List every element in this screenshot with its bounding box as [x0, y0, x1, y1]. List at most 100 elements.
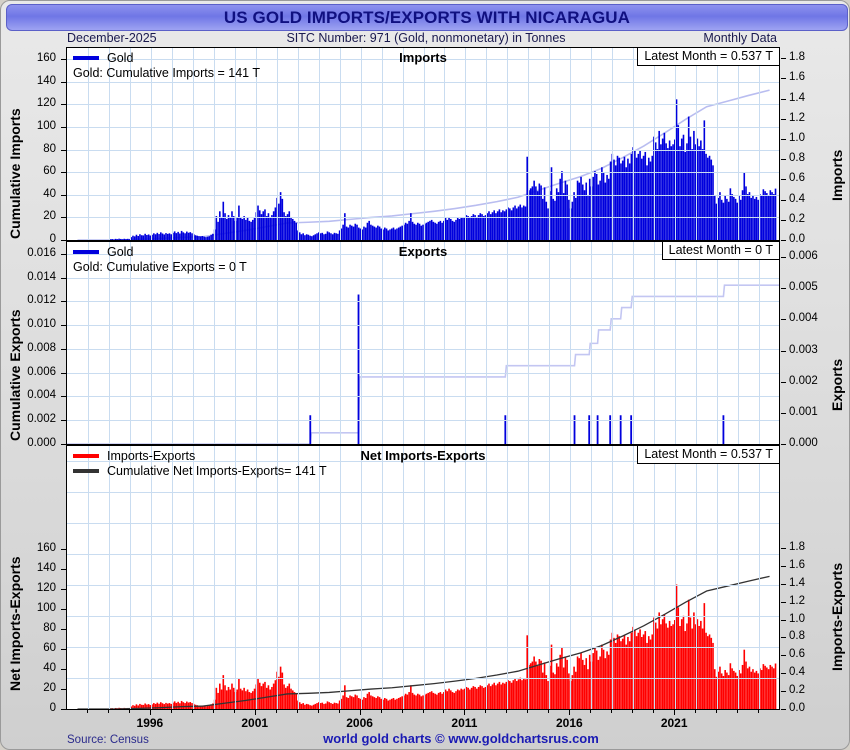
x-tick-mark	[611, 710, 612, 713]
y-tick-mark-right	[781, 655, 786, 657]
y-tick-label-left: 0.010	[27, 318, 56, 331]
x-tick-mark	[150, 710, 151, 715]
net-legend-label-bars: Imports-Exports	[107, 448, 196, 463]
x-tick-mark	[339, 710, 340, 713]
y-tick-mark-left	[61, 217, 66, 219]
x-tick-mark	[548, 710, 549, 713]
y-tick-mark-left	[61, 589, 66, 591]
y-tick-label-left: 0.012	[27, 294, 56, 307]
y-tick-label-left: 0.006	[27, 365, 56, 378]
y-tick-mark-right	[781, 257, 786, 259]
x-tick-label: 2011	[451, 716, 478, 730]
y-tick-label-right: 0.2	[789, 212, 805, 225]
y-tick-label-right: 0.005	[789, 281, 818, 294]
y-tick-mark-left	[61, 709, 66, 710]
y-tick-label-right: 0.001	[789, 405, 818, 418]
exports-cumulative-note: Gold: Cumulative Exports = 0 T	[73, 260, 247, 274]
y-tick-label-right: 0.4	[789, 192, 805, 205]
y-tick-label-left: 20	[43, 210, 56, 223]
imports-legend-swatch	[73, 55, 99, 60]
x-tick-mark	[632, 710, 633, 713]
x-tick-mark	[276, 710, 277, 713]
y-tick-mark-right	[781, 601, 786, 603]
y-tick-label-left: 20	[43, 682, 56, 694]
y-tick-label-left: 40	[43, 662, 56, 675]
page-title: US GOLD IMPORTS/EXPORTS WITH NICARAGUA	[223, 7, 631, 27]
y-tick-mark-left	[61, 549, 66, 551]
y-tick-label-left: 0.016	[27, 246, 56, 259]
x-tick-label: 1996	[136, 716, 164, 730]
y-tick-label-right: 1.4	[789, 91, 805, 104]
y-tick-label-left: 0.000	[27, 437, 56, 449]
x-tick-mark	[758, 710, 759, 713]
x-tick-mark	[527, 710, 528, 713]
exports-left-axis-title: Cumulative Exports	[7, 309, 23, 441]
y-tick-label-left: 60	[43, 165, 56, 178]
y-tick-mark-left	[61, 372, 66, 374]
net-plot	[77, 575, 777, 709]
y-tick-mark-left	[61, 689, 66, 690]
net-left-axis-title: Net Imports-Exports	[7, 556, 23, 691]
y-tick-mark-left	[61, 348, 66, 350]
exports-legend-swatch	[73, 249, 99, 254]
y-tick-label-right: 0.000	[789, 437, 818, 449]
y-tick-label-left: 160	[36, 542, 56, 555]
y-tick-label-right: 1.0	[789, 131, 805, 144]
x-tick-label: 2006	[346, 716, 373, 730]
x-tick-mark	[590, 710, 591, 713]
net-right-axis-title: Imports-Exports	[829, 562, 845, 671]
x-tick-label: 2016	[555, 716, 583, 730]
y-tick-mark-right	[781, 319, 786, 321]
y-tick-label-left: 140	[36, 74, 56, 87]
imports-plot	[77, 89, 777, 240]
x-tick-mark	[171, 710, 172, 713]
y-tick-mark-right	[781, 58, 786, 60]
y-tick-label-right: 1.6	[789, 558, 805, 571]
y-tick-mark-right	[781, 199, 786, 201]
y-tick-mark-left	[61, 629, 66, 631]
x-tick-mark	[695, 710, 696, 713]
x-tick-mark	[402, 710, 403, 713]
y-tick-mark-right	[781, 691, 786, 693]
y-tick-label-left: 0.014	[27, 270, 56, 283]
bar-series	[109, 584, 777, 709]
x-tick-mark	[569, 710, 570, 715]
footer-brand: world gold charts © www.goldchartsrus.co…	[1, 731, 850, 746]
imports-right-axis-title: Imports	[829, 149, 845, 201]
x-tick-mark	[423, 710, 424, 713]
x-tick-mark	[87, 710, 88, 713]
imports-cumulative-note: Gold: Cumulative Imports = 141 T	[73, 66, 261, 80]
y-tick-label-right: 0.003	[789, 343, 818, 356]
net-legend-label-line: Cumulative Net Imports-Exports= 141 T	[107, 463, 327, 478]
y-tick-label-right: 0.0	[789, 233, 805, 245]
x-tick-mark	[443, 710, 444, 713]
y-tick-label-right: 0.006	[789, 250, 818, 263]
y-tick-mark-left	[61, 81, 66, 83]
y-tick-label-right: 1.8	[789, 541, 805, 554]
y-tick-mark-left	[61, 127, 66, 129]
y-tick-mark-right	[781, 444, 786, 445]
y-tick-label-left: 0.002	[27, 413, 56, 426]
y-tick-label-left: 120	[36, 97, 56, 110]
y-tick-mark-right	[781, 381, 786, 383]
y-tick-mark-right	[781, 138, 786, 140]
y-tick-mark-right	[781, 159, 786, 161]
y-tick-mark-right	[781, 709, 786, 710]
y-tick-label-right: 1.2	[789, 111, 805, 124]
y-tick-label-left: 40	[43, 187, 56, 200]
panel-net: Net Imports-Exports Latest Month = 0.537…	[66, 445, 780, 710]
y-tick-label-right: 0.004	[789, 312, 818, 325]
y-tick-label-right: 1.8	[789, 51, 805, 64]
y-tick-mark-right	[781, 179, 786, 181]
y-tick-mark-left	[61, 396, 66, 398]
x-tick-mark	[360, 710, 361, 715]
y-tick-label-right: 0.8	[789, 152, 805, 165]
net-legend-swatch-bars	[73, 453, 99, 458]
y-tick-label-left: 60	[43, 642, 56, 655]
x-tick-mark	[213, 710, 214, 713]
y-tick-label-right: 0.2	[789, 684, 805, 697]
exports-legend: Gold Gold: Cumulative Exports = 0 T	[73, 244, 247, 274]
y-tick-mark-left	[61, 609, 66, 611]
net-latest-month: Latest Month = 0.537 T	[637, 446, 779, 464]
y-tick-mark-right	[781, 412, 786, 414]
